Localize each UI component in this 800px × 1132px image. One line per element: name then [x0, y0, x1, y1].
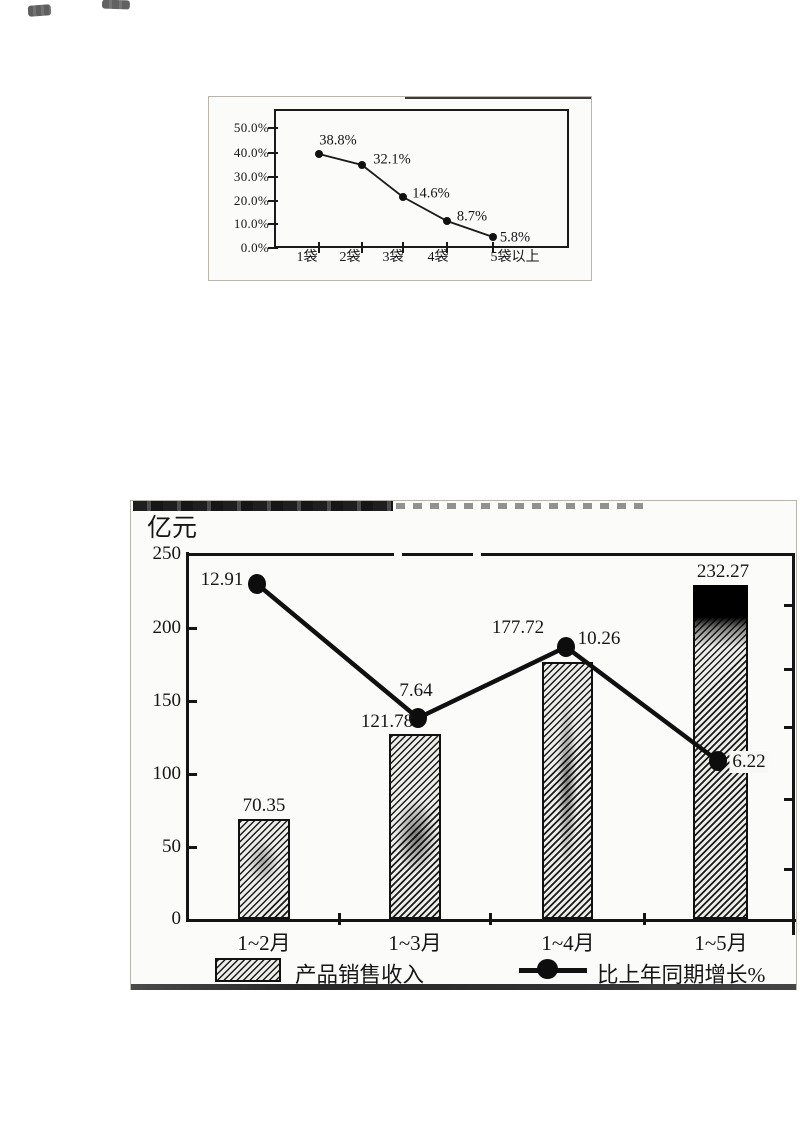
chart1-y-axis-label: 0.0% [240, 240, 269, 255]
chart1-data-point [358, 161, 366, 169]
chart2-y-axis-label: 100 [152, 763, 182, 784]
chart2-bar-value-label: 177.72 [491, 617, 545, 638]
chart1-y-tick [268, 176, 278, 178]
chart2-right-border [792, 553, 795, 935]
chart1-data-line [315, 150, 497, 241]
chart2-bar-value-label: 70.35 [242, 795, 286, 816]
chart2-y-tick [189, 846, 197, 849]
scan-ink-speck [27, 4, 52, 17]
chart2-right-tick [784, 604, 793, 607]
chart2-x-axis-label: 1~3月 [388, 931, 442, 955]
legend-bar-swatch [215, 958, 281, 982]
chart2-y-tick [189, 627, 197, 630]
chart2-right-tick [784, 868, 793, 871]
chart1-y-tick [268, 200, 278, 202]
chart2-y-axis-label: 200 [152, 617, 182, 638]
chart1-x-axis-label: 2袋 [339, 250, 361, 265]
legend-line-label: 比上年同期增长% [597, 963, 766, 987]
chart1-point-label: 32.1% [373, 151, 411, 168]
chart2-y-axis-label: 0 [171, 908, 182, 929]
chart1-point-label: 8.7% [456, 208, 488, 225]
chart2-bar-1-4月 [542, 662, 593, 919]
chart1-y-axis-label: 50.0% [233, 120, 269, 135]
chart2-line-value-label: 12.91 [200, 569, 244, 590]
chart1-x-axis-label: 1袋 [296, 250, 318, 265]
chart2-top-border [481, 553, 794, 556]
chart1-point-label: 38.8% [319, 132, 357, 149]
chart2-y-axis-label: 50 [162, 836, 181, 857]
scan-ink-blot [693, 585, 748, 647]
chart1-y-axis-label: 10.0% [233, 216, 269, 231]
chart1-x-tick [446, 242, 448, 253]
chart1-point-label: 14.6% [412, 185, 450, 202]
chart2-line-point [248, 574, 266, 594]
chart1-x-axis-label: 3袋 [382, 250, 404, 265]
chart1-x-axis-label: 4袋 [427, 250, 449, 265]
chart2-right-tick [784, 668, 793, 671]
chart2-x-tick [338, 913, 341, 925]
chart2-bar-value-label: 232.27 [696, 561, 750, 582]
chart1-panel-top-edge [405, 97, 591, 99]
chart1-data-point [315, 150, 323, 158]
chart2-x-axis-label: 1~5月 [694, 931, 748, 955]
chart1-y-tick [268, 247, 278, 249]
chart2-top-border [189, 553, 394, 556]
chart2-y-axis [186, 552, 189, 922]
chart2-y-tick [189, 773, 197, 776]
chart2-x-axis-label: 1~4月 [541, 931, 595, 955]
chart2-x-tick [489, 913, 492, 925]
chart2-panel: 亿元 250 200 150 100 50 0 [130, 500, 797, 990]
scan-smudge-line [133, 501, 393, 511]
chart2-line-point [409, 708, 427, 728]
chart1-x-tick [492, 242, 494, 253]
chart1-x-axis-label: 5袋以上 [490, 250, 540, 265]
legend-line-marker [537, 959, 558, 979]
chart2-y-axis-label: 150 [152, 690, 182, 711]
chart2-y-tick [189, 700, 197, 703]
chart1-panel: 50.0% 40.0% 30.0% 20.0% 10.0% 0.0% 1袋 2袋… [208, 96, 592, 281]
chart2-line-value-label: 7.64 [399, 680, 433, 701]
scan-ink-speck [101, 0, 131, 10]
chart1-point-label: 5.8% [499, 229, 531, 246]
chart2-bar-value-label: 121.78 [360, 711, 414, 732]
chart2-line-value-label: 6.22 [729, 751, 769, 773]
chart1-x-tick [402, 242, 404, 253]
scan-bottom-edge [131, 984, 796, 990]
chart1-x-tick [361, 242, 363, 253]
legend-bar-label: 产品销售收入 [295, 963, 425, 987]
chart2-top-border [402, 553, 473, 556]
chart2-line-point [709, 751, 727, 771]
chart1-y-tick [268, 127, 278, 129]
chart2-x-axis-label: 1~2月 [237, 931, 291, 955]
chart1-y-tick [268, 223, 278, 225]
chart1-y-axis-label: 30.0% [233, 169, 269, 184]
chart1-y-axis-label: 20.0% [233, 193, 269, 208]
chart2-right-tick [784, 798, 793, 801]
chart2-unit-label: 亿元 [147, 515, 198, 542]
chart1-plot-area [274, 109, 569, 248]
chart2-bar-1-2月 [238, 819, 290, 919]
chart1-data-point [399, 193, 407, 201]
chart2-line-point [557, 637, 575, 657]
chart2-y-tick [189, 553, 197, 556]
scan-smudge-line-faint [396, 503, 646, 509]
chart2-line-value-label: 10.26 [577, 628, 621, 649]
chart2-x-tick [643, 913, 646, 925]
chart2-growth-line [248, 574, 727, 771]
chart1-y-axis-label: 40.0% [233, 145, 269, 160]
chart1-y-tick [268, 152, 278, 154]
chart2-y-axis-label: 250 [152, 543, 182, 564]
chart1-x-tick [318, 242, 320, 253]
chart2-right-tick [784, 726, 793, 729]
chart1-data-point [489, 233, 497, 241]
chart1-data-point [443, 217, 451, 225]
